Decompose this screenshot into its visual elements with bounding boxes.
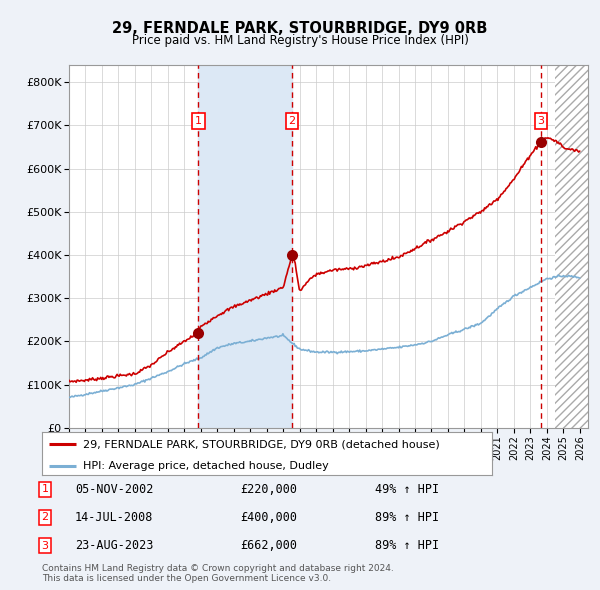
Text: £400,000: £400,000 — [240, 511, 297, 524]
Text: 23-AUG-2023: 23-AUG-2023 — [75, 539, 154, 552]
Text: 1: 1 — [195, 116, 202, 126]
Text: 3: 3 — [538, 116, 545, 126]
Text: Price paid vs. HM Land Registry's House Price Index (HPI): Price paid vs. HM Land Registry's House … — [131, 34, 469, 47]
Text: Contains HM Land Registry data © Crown copyright and database right 2024.
This d: Contains HM Land Registry data © Crown c… — [42, 563, 394, 583]
Text: £220,000: £220,000 — [240, 483, 297, 496]
Text: 3: 3 — [41, 541, 49, 550]
Text: 29, FERNDALE PARK, STOURBRIDGE, DY9 0RB (detached house): 29, FERNDALE PARK, STOURBRIDGE, DY9 0RB … — [83, 440, 439, 450]
Text: 14-JUL-2008: 14-JUL-2008 — [75, 511, 154, 524]
Bar — [199, 65, 292, 428]
Text: 05-NOV-2002: 05-NOV-2002 — [75, 483, 154, 496]
Text: HPI: Average price, detached house, Dudley: HPI: Average price, detached house, Dudl… — [83, 461, 328, 471]
Text: 49% ↑ HPI: 49% ↑ HPI — [375, 483, 439, 496]
Text: 2: 2 — [41, 513, 49, 522]
Text: 29, FERNDALE PARK, STOURBRIDGE, DY9 0RB: 29, FERNDALE PARK, STOURBRIDGE, DY9 0RB — [112, 21, 488, 35]
Text: 2: 2 — [289, 116, 296, 126]
Text: £662,000: £662,000 — [240, 539, 297, 552]
Text: 89% ↑ HPI: 89% ↑ HPI — [375, 511, 439, 524]
Text: 89% ↑ HPI: 89% ↑ HPI — [375, 539, 439, 552]
Text: 1: 1 — [41, 484, 49, 494]
